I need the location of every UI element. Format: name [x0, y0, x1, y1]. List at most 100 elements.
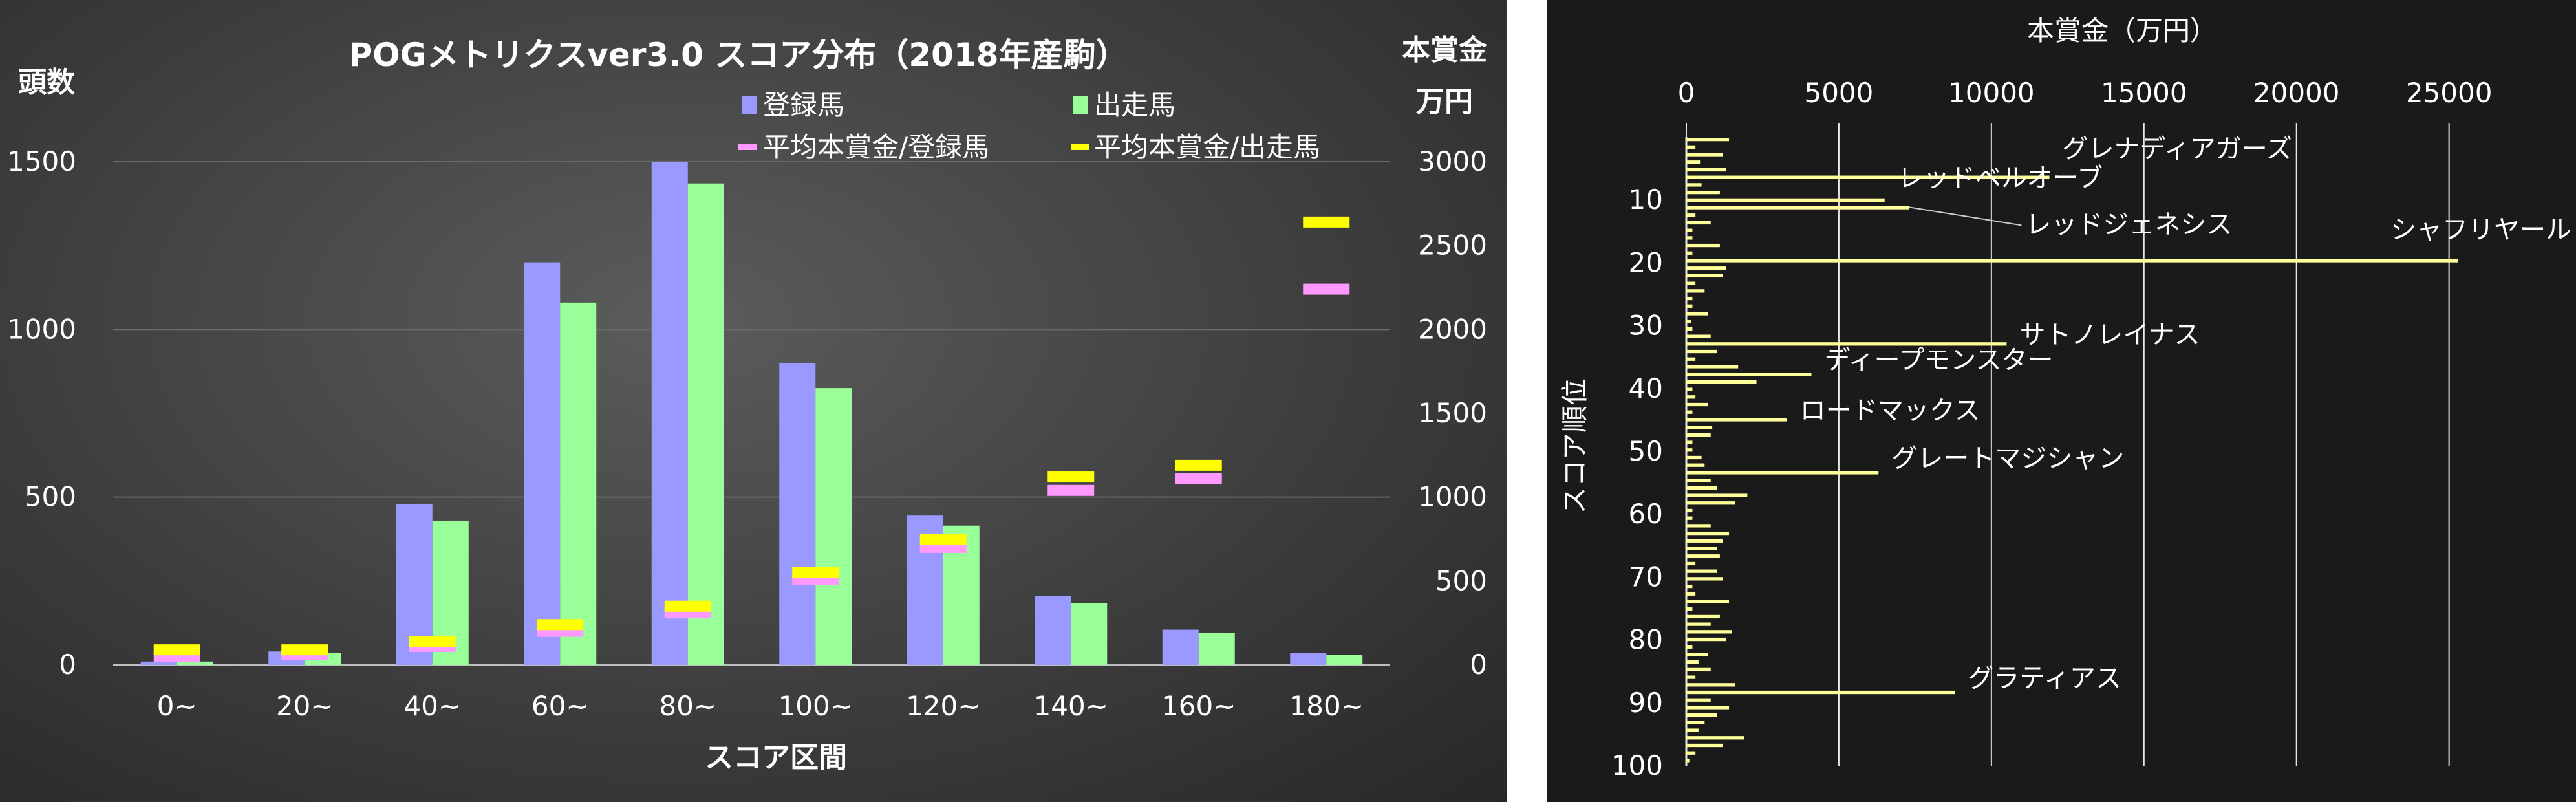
y-tick-label: 90: [1629, 687, 1663, 719]
horse-annotation-label: シャフリヤール: [2390, 215, 2571, 244]
earnings-bar: [1686, 721, 1705, 725]
earnings-bar: [1686, 524, 1711, 528]
earnings-bar: [1686, 168, 1726, 172]
earnings-bar: [1686, 759, 1690, 763]
earnings-bar: [1686, 395, 1696, 399]
earnings-bar: [1686, 243, 1720, 248]
earnings-bar: [1686, 471, 1879, 475]
earnings-bar: [1686, 380, 1757, 384]
legend-swatch-avg-registered: [738, 144, 757, 150]
right-tick-label: 500: [1435, 565, 1487, 596]
bar-registered: [524, 262, 561, 666]
earnings-bar: [1686, 426, 1713, 429]
category-tick-label: 160~: [1161, 690, 1236, 722]
y-tick-label: 50: [1629, 435, 1663, 467]
marker-avg-started: [1303, 216, 1350, 228]
bar-started: [177, 661, 213, 665]
y-tick-label: 20: [1629, 246, 1663, 278]
earnings-bar: [1686, 547, 1717, 550]
bar-started: [687, 183, 724, 665]
earnings-bar: [1686, 334, 1711, 338]
legend-label-started: 出走馬: [1094, 89, 1175, 121]
right-axis-unit: 万円: [1416, 85, 1473, 118]
earnings-bar: [1686, 175, 2050, 179]
earnings-bar: [1686, 592, 1696, 596]
earnings-bar: [1686, 455, 1702, 460]
category-tick-label: 40~: [403, 690, 461, 722]
earnings-bar: [1686, 463, 1705, 467]
bar-started: [1326, 655, 1363, 665]
bar-started: [560, 302, 597, 666]
legend-label-avg-registered: 平均本賞金/登録馬: [763, 131, 989, 163]
y-tick-label: 60: [1629, 498, 1663, 530]
earnings-bar: [1686, 304, 1693, 308]
earnings-bar: [1686, 274, 1723, 278]
earnings-bar: [1686, 138, 1730, 142]
bar-registered: [140, 661, 177, 665]
right-tick-label: 3000: [1418, 146, 1487, 177]
x-tick-label: 25000: [2406, 77, 2493, 109]
earnings-bar: [1686, 213, 1696, 217]
horse-annotation-label: ディープモンスター: [1824, 345, 2053, 375]
earnings-bar: [1686, 706, 1730, 710]
rank-earnings-panel: 0 5000 10000 15000 20000 25000 10 20 30 40 50 60 70…: [1547, 0, 2576, 802]
earnings-bar: [1686, 183, 1702, 187]
earnings-bar: [1686, 614, 1720, 619]
earnings-bar: [1686, 312, 1708, 316]
bar-started: [1198, 633, 1235, 665]
earnings-bar: [1686, 501, 1735, 505]
earnings-bar: [1686, 342, 2007, 346]
earnings-bar: [1686, 690, 1955, 695]
left-tick-label: 500: [25, 481, 76, 513]
earnings-bar: [1686, 743, 1723, 748]
earnings-bar: [1686, 539, 1723, 543]
right-tick-label: 2000: [1418, 313, 1487, 345]
earnings-bar: [1686, 221, 1711, 225]
legend-label-avg-started: 平均本賞金/出走馬: [1094, 131, 1320, 163]
category-tick-label: 80~: [659, 690, 716, 722]
bar-registered: [1290, 653, 1327, 665]
marker-avg-registered: [1303, 283, 1350, 295]
legend-label-registered: 登録馬: [763, 89, 844, 121]
category-tick-label: 20~: [276, 690, 334, 722]
horse-annotation-label: グラティアス: [1968, 664, 2121, 693]
horse-annotation-label: ロードマックス: [1800, 396, 1980, 426]
x-tick-label: 0: [1678, 77, 1695, 109]
earnings-bar: [1686, 327, 1693, 331]
earnings-bar: [1686, 493, 1748, 497]
marker-avg-started: [664, 600, 711, 612]
left-tick-label: 1000: [7, 313, 76, 345]
earnings-bar: [1686, 607, 1693, 611]
earnings-bar: [1686, 433, 1711, 437]
earnings-bar: [1686, 402, 1708, 407]
x-tick-label: 5000: [1804, 77, 1873, 109]
earnings-bar: [1686, 736, 1744, 740]
legend: 登録馬 出走馬 平均本賞金/登録馬 平均本賞金/出走馬: [738, 89, 1320, 163]
y-tick-label: 10: [1629, 184, 1663, 215]
earnings-bar: [1686, 554, 1720, 558]
earnings-bar: [1686, 418, 1787, 422]
x-tick-label: 15000: [2101, 77, 2187, 109]
marker-avg-started: [792, 567, 839, 578]
earnings-bar: [1686, 266, 1726, 270]
earnings-bar: [1686, 387, 1693, 391]
y-tick-label: 30: [1629, 310, 1663, 341]
earnings-bar: [1686, 683, 1735, 687]
marker-avg-started: [153, 644, 200, 656]
x-tick-label: 10000: [1948, 77, 2035, 109]
right-tick-label: 0: [1470, 649, 1487, 680]
x-tick-label: 20000: [2253, 77, 2340, 109]
marker-avg-started: [537, 619, 584, 631]
earnings-bar: [1686, 349, 1717, 354]
category-tick-label: 0~: [157, 690, 197, 722]
score-distribution-chart: 0 500 1000 1500 0 500 1000 1500 2000 2500 3000 0~…: [7, 85, 1487, 722]
bar-registered: [779, 363, 816, 665]
earnings-bar: [1686, 577, 1723, 581]
left-tick-label: 0: [59, 649, 76, 680]
bar-registered: [1035, 596, 1071, 665]
earnings-bar: [1686, 365, 1739, 369]
earnings-bar: [1686, 190, 1720, 195]
earnings-bar: [1686, 320, 1691, 323]
category-tick-label: 100~: [778, 690, 853, 722]
left-tick-label: 1500: [7, 146, 76, 177]
